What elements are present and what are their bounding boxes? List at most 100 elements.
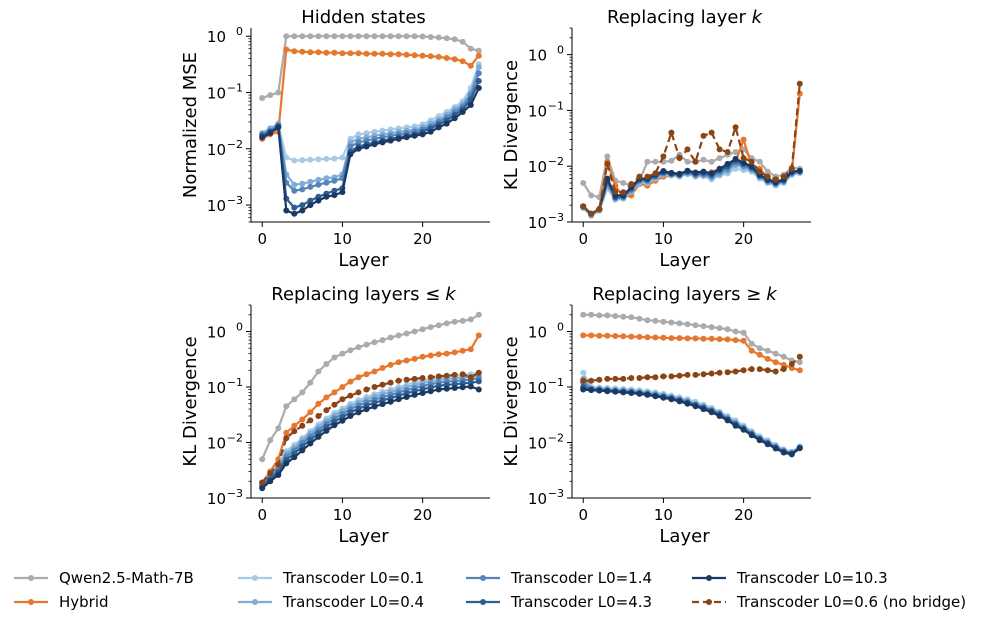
data-point-nobridge-16 xyxy=(708,370,715,377)
data-point-nobridge-1 xyxy=(588,377,595,384)
data-point-hybrid-22 xyxy=(435,351,442,358)
y-tick-label: 10 xyxy=(207,197,226,215)
y-tick-label: 10 xyxy=(528,158,547,176)
data-point-hybrid-8 xyxy=(323,49,330,56)
data-point-nobridge-7 xyxy=(315,413,322,419)
data-point-nobridge-24 xyxy=(772,368,779,375)
data-point-nobridge-2 xyxy=(596,376,603,383)
x-axis-label: Layer xyxy=(659,526,710,547)
data-point-nobridge-19 xyxy=(732,124,739,131)
data-point-hybrid-17 xyxy=(395,51,402,58)
data-point-qwen-11 xyxy=(668,157,675,164)
data-point-l103-11 xyxy=(347,151,354,158)
data-point-l103-19 xyxy=(411,132,418,139)
data-point-hybrid-3 xyxy=(283,46,290,53)
data-point-l103-12 xyxy=(676,398,683,405)
data-point-l04-4 xyxy=(291,181,298,188)
chart-title: Replacing layers ≥ k xyxy=(592,284,778,305)
series-line-l14 xyxy=(261,72,480,192)
data-point-l103-26 xyxy=(467,383,474,390)
legend-label: Transcoder L0=10.3 xyxy=(736,569,888,587)
data-point-qwen-5 xyxy=(620,180,627,186)
data-point-nobridge-14 xyxy=(692,158,699,165)
data-point-nobridge-26 xyxy=(788,361,795,367)
chart-title-text: Hidden states xyxy=(301,7,426,28)
data-point-l103-14 xyxy=(371,141,378,148)
data-point-hybrid-20 xyxy=(740,337,747,344)
data-point-l103-16 xyxy=(387,137,394,144)
legend-swatch-marker xyxy=(480,575,486,581)
data-point-nobridge-12 xyxy=(676,372,683,379)
data-point-qwen-17 xyxy=(395,332,402,339)
data-point-l103-3 xyxy=(283,460,290,467)
y-axis-label: Normalized MSE xyxy=(180,52,201,198)
legend-swatch-marker xyxy=(252,599,258,605)
data-point-l103-3 xyxy=(604,175,611,182)
series-qwen xyxy=(580,311,803,366)
data-point-nobridge-11 xyxy=(668,373,675,380)
data-point-l103-23 xyxy=(443,385,450,392)
legend-label: Transcoder L0=0.1 xyxy=(282,569,424,587)
data-point-l103-13 xyxy=(684,400,691,407)
series-l01 xyxy=(259,61,482,164)
series-line-l01 xyxy=(582,372,801,453)
data-point-hybrid-23 xyxy=(764,355,771,362)
data-point-l103-10 xyxy=(660,168,667,174)
data-point-qwen-16 xyxy=(387,33,394,40)
y-tick-exponent: −2 xyxy=(548,155,564,168)
data-point-hybrid-22 xyxy=(435,53,442,60)
data-point-nobridge-21 xyxy=(427,374,434,381)
data-point-l04-8 xyxy=(323,175,330,182)
data-point-qwen-13 xyxy=(684,321,691,328)
chart-title-text: Replacing layer xyxy=(607,7,752,28)
legend-label: Transcoder L0=4.3 xyxy=(510,593,652,611)
data-point-qwen-2 xyxy=(275,425,282,432)
data-point-hybrid-16 xyxy=(708,335,715,342)
data-point-qwen-20 xyxy=(740,329,747,336)
data-point-hybrid-11 xyxy=(347,378,354,385)
data-point-l103-1 xyxy=(588,387,595,394)
data-point-l103-13 xyxy=(363,406,370,413)
data-point-qwen-14 xyxy=(371,339,378,346)
series-hybrid xyxy=(259,46,482,142)
data-point-l103-27 xyxy=(475,85,482,91)
y-tick-label: 10 xyxy=(207,141,226,159)
data-point-nobridge-8 xyxy=(644,374,651,381)
data-point-l103-19 xyxy=(411,391,418,398)
data-point-l103-27 xyxy=(796,445,803,452)
data-point-hybrid-0 xyxy=(580,332,587,339)
data-point-hybrid-17 xyxy=(716,336,723,343)
data-point-qwen-25 xyxy=(459,38,466,45)
data-point-nobridge-17 xyxy=(716,369,723,376)
legend-swatch-marker xyxy=(706,599,712,605)
data-point-l43-6 xyxy=(307,197,314,204)
series-line-l103 xyxy=(583,388,801,456)
data-point-l103-27 xyxy=(796,167,803,174)
series-line-l103 xyxy=(261,87,480,215)
data-point-l43-4 xyxy=(291,204,298,211)
data-point-hybrid-20 xyxy=(419,353,426,360)
data-point-nobridge-0 xyxy=(580,377,587,384)
series-line-hybrid xyxy=(583,334,801,372)
data-point-nobridge-10 xyxy=(660,373,667,380)
data-point-qwen-18 xyxy=(403,33,410,40)
data-point-l103-20 xyxy=(740,426,747,433)
data-point-hybrid-5 xyxy=(299,48,306,55)
data-point-l103-20 xyxy=(419,390,426,396)
legend-swatch-marker xyxy=(28,599,34,605)
data-point-qwen-26 xyxy=(467,316,474,323)
data-point-hybrid-25 xyxy=(459,347,466,354)
data-point-qwen-15 xyxy=(700,156,707,163)
data-point-nobridge-5 xyxy=(299,422,306,429)
data-point-l103-23 xyxy=(443,120,450,127)
data-point-nobridge-21 xyxy=(748,366,755,373)
data-point-l103-15 xyxy=(379,139,386,146)
data-point-qwen-18 xyxy=(724,326,731,333)
data-point-hybrid-15 xyxy=(379,50,386,57)
data-point-l103-20 xyxy=(419,131,426,138)
data-point-nobridge-22 xyxy=(756,366,763,373)
series-nobridge xyxy=(580,353,803,384)
data-point-hybrid-7 xyxy=(636,333,643,340)
